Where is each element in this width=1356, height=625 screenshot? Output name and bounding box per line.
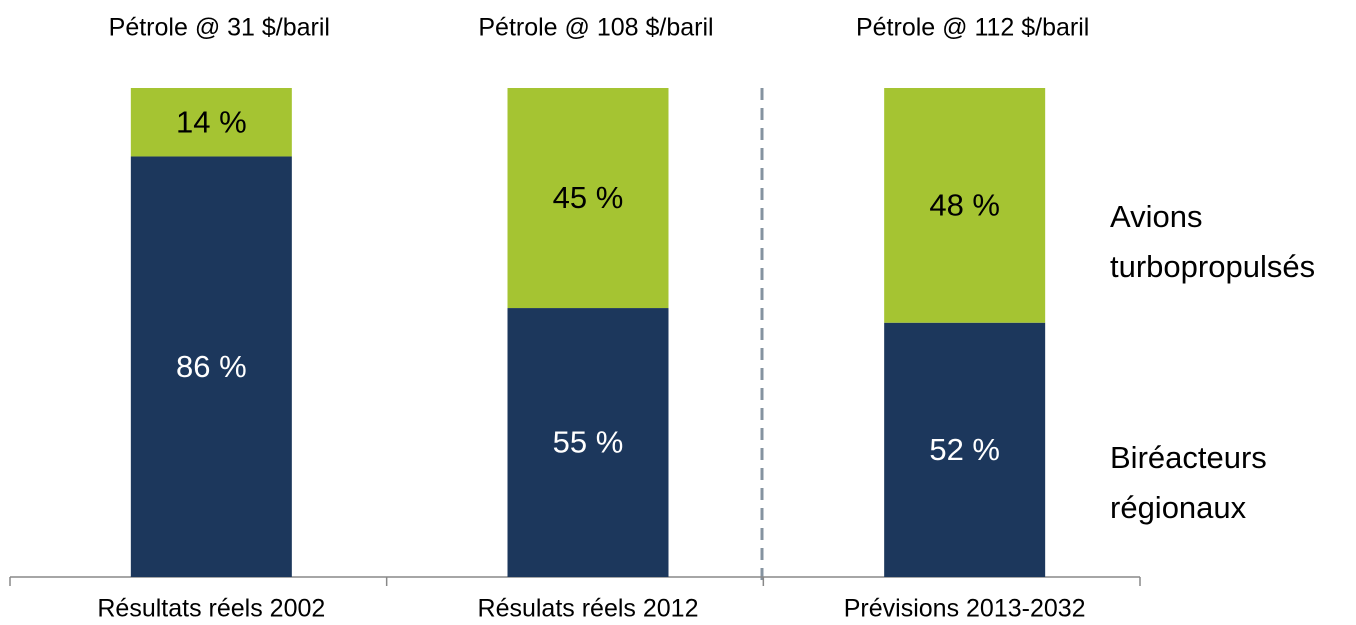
bar-segment [884, 322, 1046, 577]
data-label: 48 % [929, 188, 1000, 223]
legend-entry: Avions turbopropulsés [1110, 199, 1316, 284]
data-label: 14 % [176, 104, 247, 139]
legend-entry: Biréacteurs régionaux [1110, 440, 1267, 525]
annotation: Pétrole @ 31 $/baril [109, 14, 330, 42]
data-label: 45 % [553, 180, 624, 215]
data-label: 55 % [553, 425, 624, 460]
x-tick-label: Résultats réels 2002 [97, 595, 325, 623]
bar-segment [130, 156, 292, 577]
x-tick-label: Résulats réels 2012 [478, 595, 699, 623]
bar-segment [130, 88, 292, 157]
annotation: Pétrole @ 108 $/baril [478, 14, 713, 42]
x-tick-label: Prévisions 2013-2032 [844, 595, 1086, 623]
data-label: 86 % [176, 349, 247, 384]
annotation: Pétrole @ 112 $/baril [856, 14, 1089, 42]
bar-segment [507, 308, 669, 577]
bar-segment [507, 88, 669, 309]
bar-segment [884, 88, 1046, 323]
data-label: 52 % [929, 432, 1000, 467]
